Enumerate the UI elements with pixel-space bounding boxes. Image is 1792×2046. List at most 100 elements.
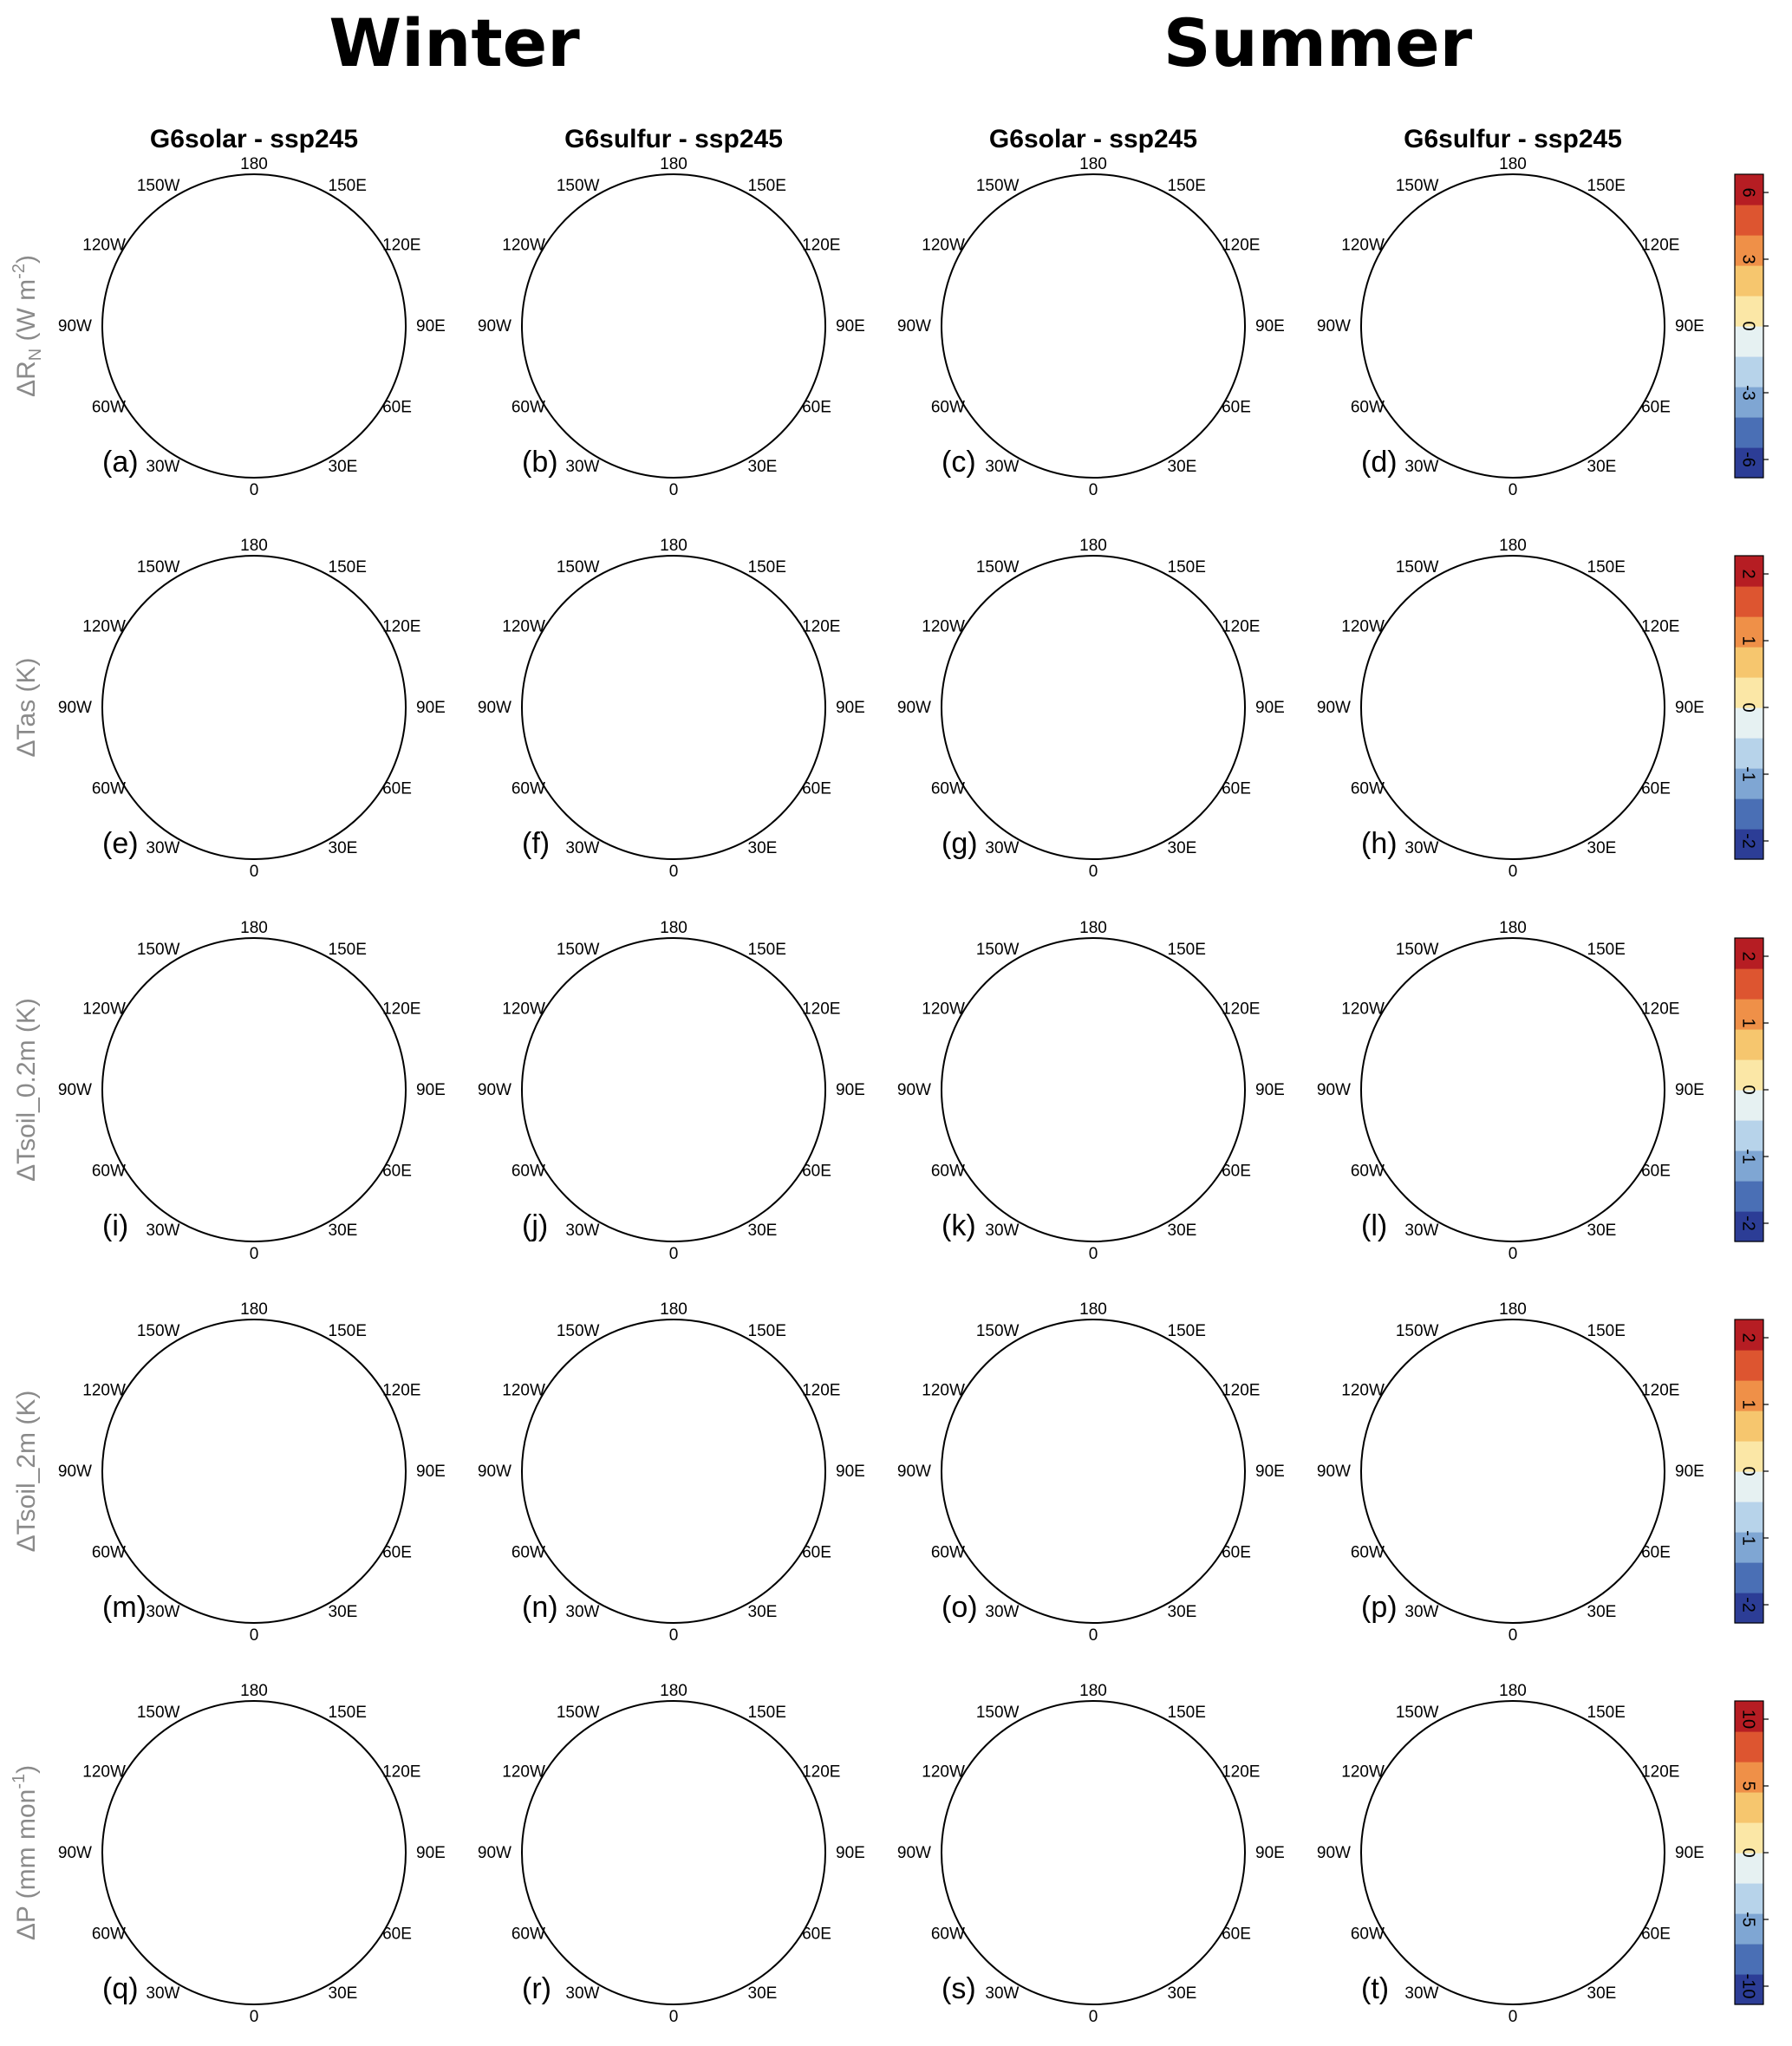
permafrost-eurasia [228, 999, 354, 1124]
land-mass [587, 1129, 635, 1194]
longitude-label: 150W [137, 1322, 180, 1340]
panel-letter: (q) [102, 1972, 139, 2005]
land-mass [167, 1510, 215, 1575]
longitude-label: 60E [382, 1163, 412, 1181]
longitude-label: 150W [1396, 177, 1439, 195]
colorbar-tick: -2 [1739, 1597, 1758, 1613]
land-mass [648, 1150, 804, 1241]
row-label-part: -1 [10, 1774, 29, 1789]
permafrost-eurasia [1067, 999, 1193, 1124]
column-title: G6solar - ssp245 [150, 125, 358, 153]
land-mass [228, 768, 384, 859]
land-mass [206, 1753, 367, 1906]
colorbar-tick: 0 [1739, 1847, 1758, 1857]
colorbar-tick: -2 [1739, 1215, 1758, 1231]
map-panel: 180 150E 120E 90E 60E 30E 0 30W 60W 90W 120W 150W (c… [897, 155, 1285, 499]
map-boundary [101, 173, 407, 479]
longitude-label: 120E [802, 1763, 840, 1782]
colorbar-tick: 0 [1739, 1466, 1758, 1476]
longitude-label: 120W [922, 1000, 965, 1019]
longitude-label: 120E [382, 237, 420, 255]
panel-letter: (n) [522, 1591, 558, 1624]
longitude-label: 30W [146, 839, 179, 857]
land-mass [535, 1766, 622, 1896]
significance-hatching [1067, 1762, 1193, 1887]
longitude-label: 90E [1255, 699, 1285, 717]
longitude-label: 30E [329, 1603, 358, 1621]
significance-hatching [648, 1380, 773, 1506]
panel-letter: (j) [522, 1209, 548, 1242]
land-mass [1487, 1532, 1643, 1623]
longitude-label: 30W [1404, 1603, 1438, 1621]
significance-hatching [548, 629, 613, 733]
land-mass [648, 387, 804, 478]
longitude-label: 90E [416, 1463, 446, 1481]
longitude-label: 30W [146, 1984, 179, 2003]
longitude-label: 150W [1396, 1322, 1439, 1340]
longitude-label: 120W [502, 618, 545, 636]
land-mass [587, 365, 635, 430]
longitude-label: 90W [897, 699, 931, 717]
longitude-label: 90W [1317, 699, 1351, 717]
land-mass [206, 608, 367, 761]
longitude-label: 0 [1509, 2008, 1518, 2026]
longitude-label: 90W [478, 1844, 512, 1862]
land-mass [1374, 621, 1461, 751]
significance-hatching [648, 616, 773, 742]
longitude-label: 90W [897, 317, 931, 336]
longitude-label: 0 [1509, 1245, 1518, 1263]
longitude-label: 120E [382, 618, 420, 636]
colorbar-swatch [1735, 1319, 1763, 1351]
significance-hatching [228, 1380, 354, 1506]
colorbar-tick: 1 [1739, 635, 1758, 645]
longitude-label: 180 [240, 537, 268, 555]
colorbar-swatch [1735, 586, 1763, 617]
longitude-label: 0 [669, 1245, 679, 1263]
longitude-label: 120E [802, 1382, 840, 1400]
column-title: G6solar - ssp245 [989, 125, 1197, 153]
longitude-label: 180 [1079, 1682, 1107, 1700]
longitude-label: 180 [1079, 1300, 1107, 1319]
longitude-label: 180 [1079, 537, 1107, 555]
permafrost-north-america [128, 1012, 193, 1116]
longitude-label: 30E [1168, 1603, 1197, 1621]
longitude-label: 90E [1675, 699, 1704, 717]
permafrost-eurasia [648, 616, 773, 742]
longitude-label: 150E [1168, 1322, 1206, 1340]
permafrost-north-america [1387, 248, 1452, 352]
longitude-label: 90W [897, 1463, 931, 1481]
land-mass [587, 1892, 635, 1957]
longitude-label: 60W [1351, 780, 1385, 798]
longitude-label: 90W [1317, 317, 1351, 336]
longitude-label: 120W [502, 1763, 545, 1782]
longitude-label: 90W [897, 1081, 931, 1099]
longitude-label: 180 [240, 919, 268, 937]
longitude-label: 30E [1587, 1984, 1617, 2003]
longitude-label: 90E [1255, 1463, 1285, 1481]
longitude-label: 0 [250, 2008, 259, 2026]
longitude-label: 150W [1396, 1704, 1439, 1722]
row-label: ΔP (mm mon-1) [10, 1765, 41, 1940]
colorbar-tick: -1 [1739, 1530, 1758, 1546]
panel-letter: (p) [1361, 1591, 1398, 1624]
map-boundary [521, 937, 826, 1242]
land-mass [955, 621, 1041, 751]
longitude-label: 180 [1499, 1682, 1527, 1700]
longitude-label: 60E [1222, 1163, 1251, 1181]
longitude-label: 0 [669, 1626, 679, 1645]
longitude-label: 150E [1587, 1704, 1626, 1722]
permafrost-eurasia [1067, 235, 1193, 361]
panel-letter: (i) [102, 1209, 128, 1242]
longitude-label: 90W [58, 699, 92, 717]
land-mass [1487, 1913, 1643, 2004]
longitude-label: 60E [1222, 1925, 1251, 1944]
land-mass [115, 239, 202, 369]
longitude-label: 120E [1222, 618, 1260, 636]
panel-letter: (b) [522, 446, 558, 479]
panel-letter: (g) [942, 827, 978, 860]
longitude-label: 90E [836, 1081, 865, 1099]
longitude-label: 180 [660, 155, 687, 173]
significance-hatching [968, 629, 1033, 733]
column-title: G6sulfur - ssp245 [564, 125, 783, 153]
longitude-label: 60E [1641, 1544, 1671, 1562]
